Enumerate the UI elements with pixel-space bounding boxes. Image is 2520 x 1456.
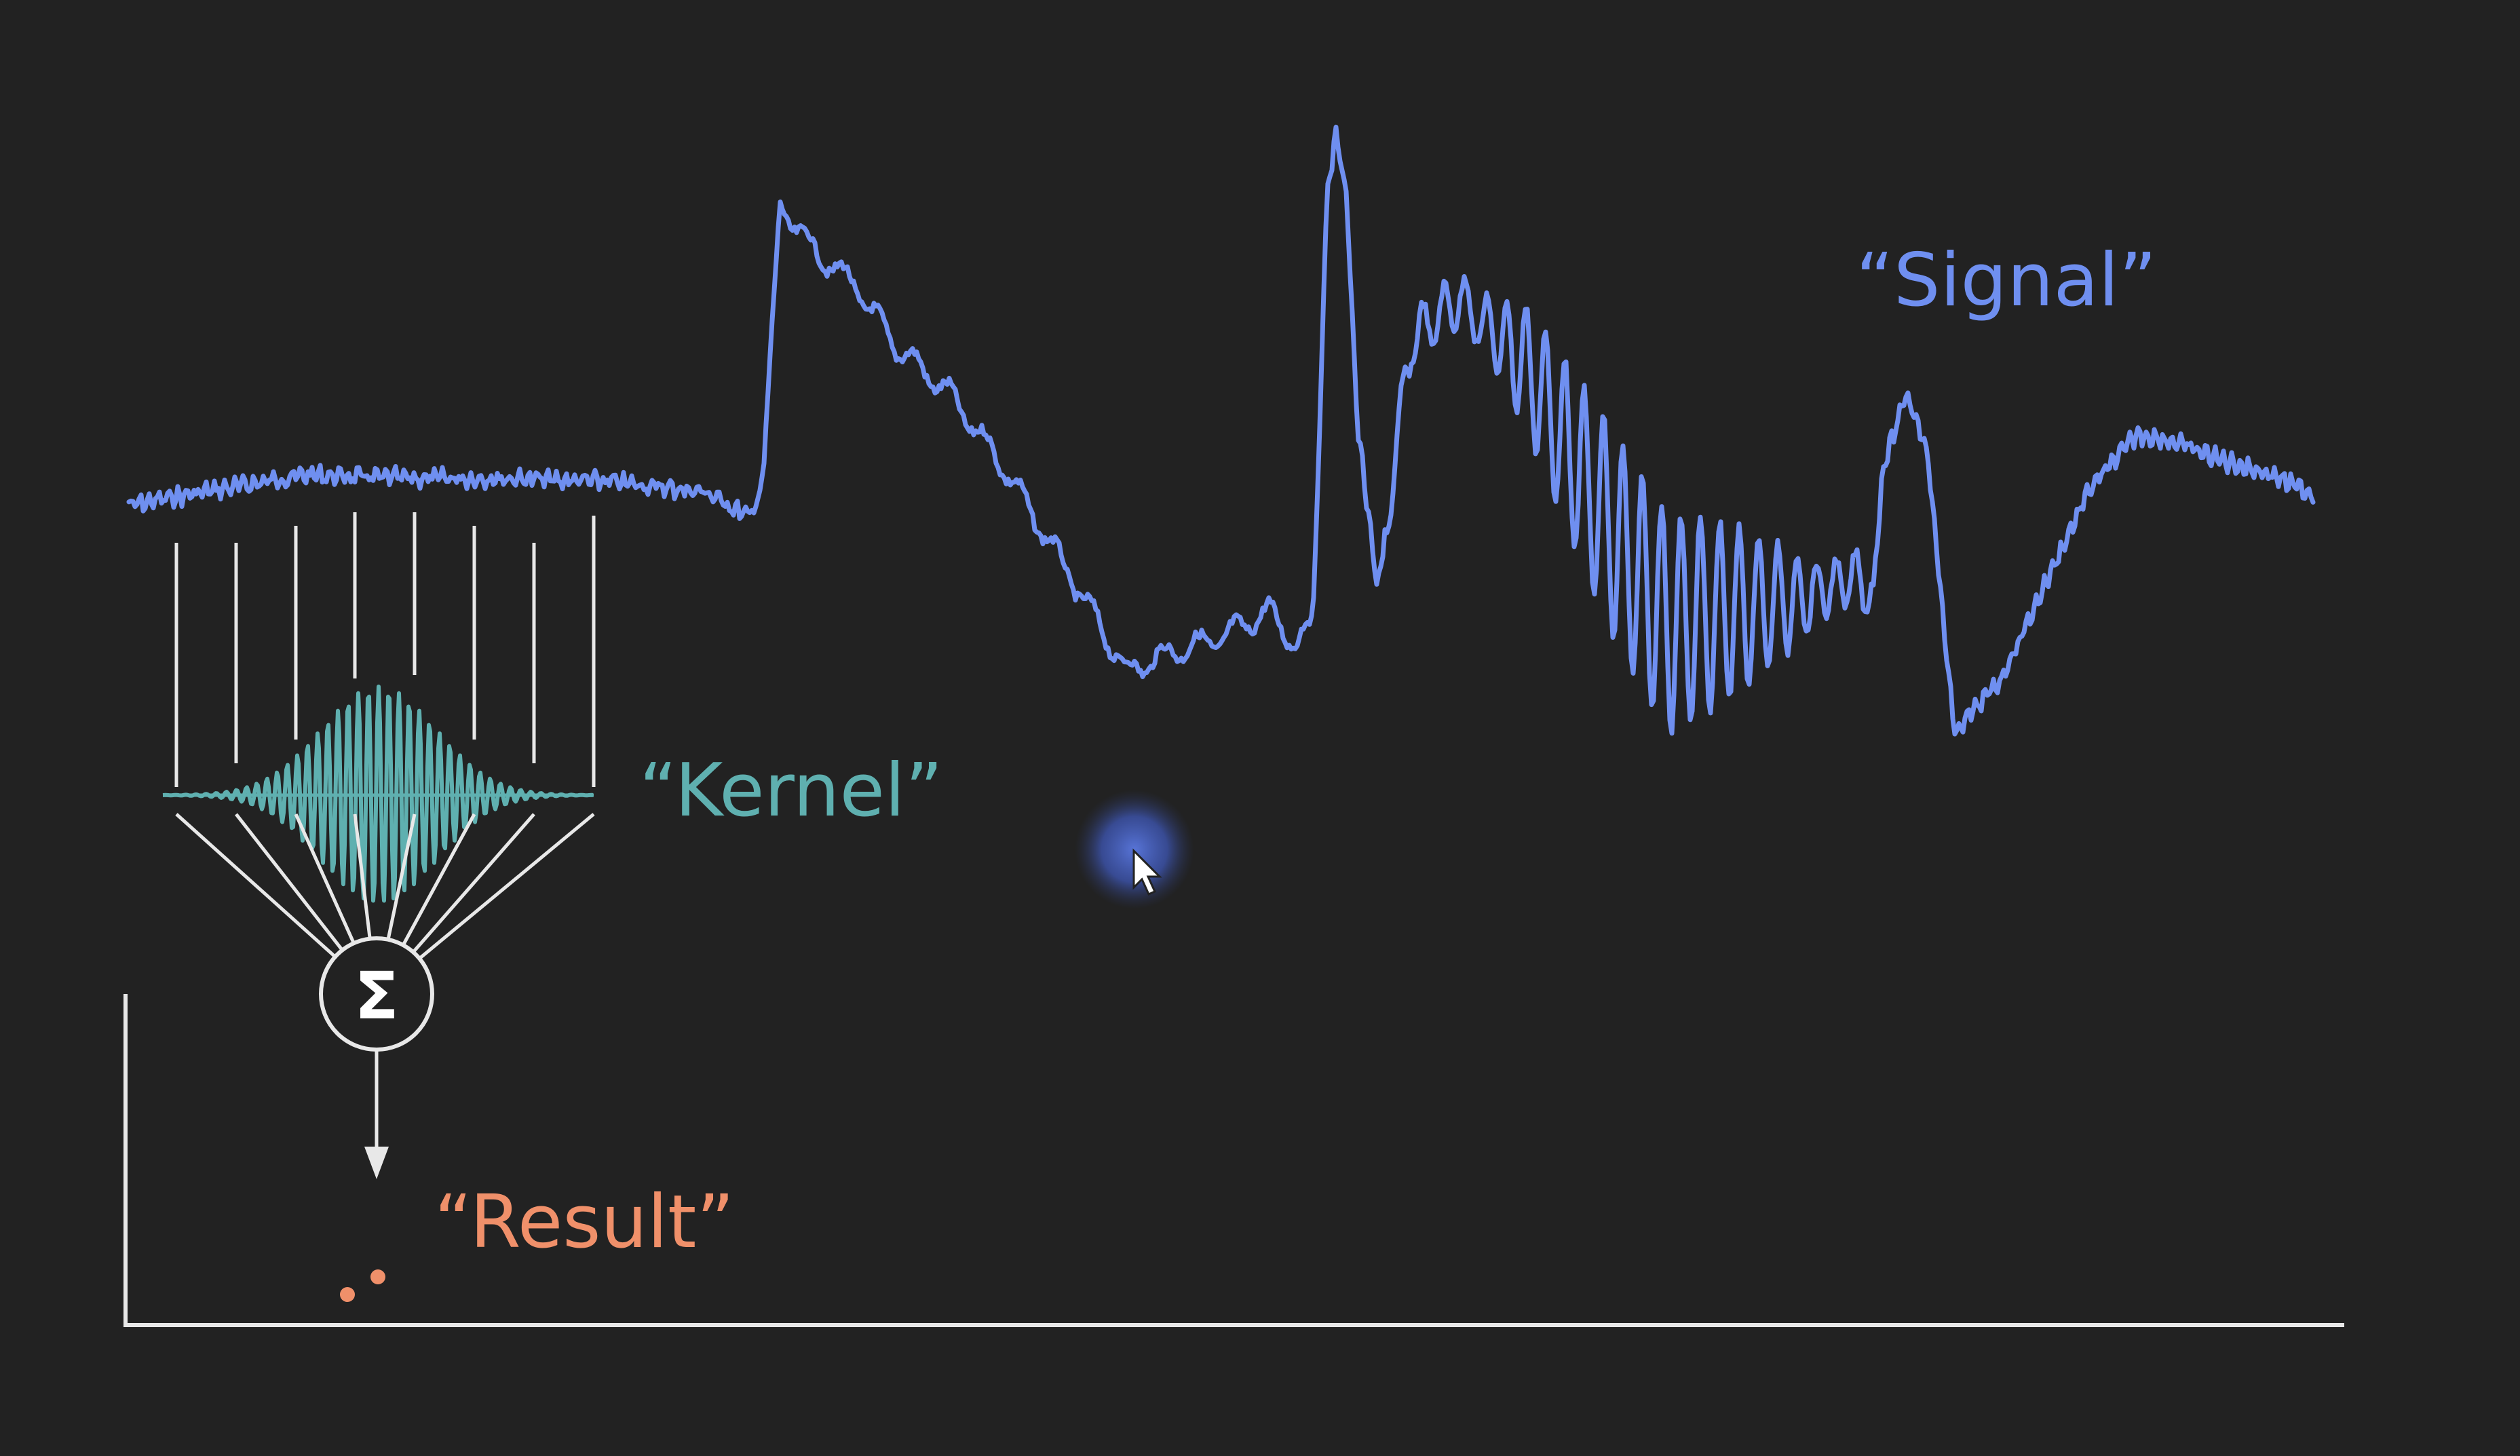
mouse-pointer-icon xyxy=(1132,848,1162,896)
kernel-converging-line xyxy=(353,813,372,939)
result-arrow-head xyxy=(364,1147,389,1179)
kernel-wavelet xyxy=(162,685,594,903)
kernel-converging-line xyxy=(412,813,535,953)
summation-icon: Σ xyxy=(354,958,399,1034)
kernel-converging-line xyxy=(235,813,344,951)
result-point xyxy=(340,1287,355,1302)
result-point xyxy=(370,1269,385,1284)
kernel-sample-lines xyxy=(174,512,596,787)
kernel-converging-line xyxy=(175,813,337,959)
kernel-converging-line xyxy=(386,813,417,940)
kernel-converging-lines xyxy=(175,813,595,960)
signal-waveform xyxy=(126,124,2316,737)
kernel-label: “Kernel” xyxy=(639,748,943,833)
kernel-converging-line xyxy=(294,813,356,944)
signal-label: “Signal” xyxy=(1856,238,2157,323)
kernel-converging-line xyxy=(402,813,476,946)
cursor-highlight xyxy=(1075,790,1194,909)
result-label: “Result” xyxy=(434,1180,735,1265)
kernel-converging-line xyxy=(418,813,595,960)
